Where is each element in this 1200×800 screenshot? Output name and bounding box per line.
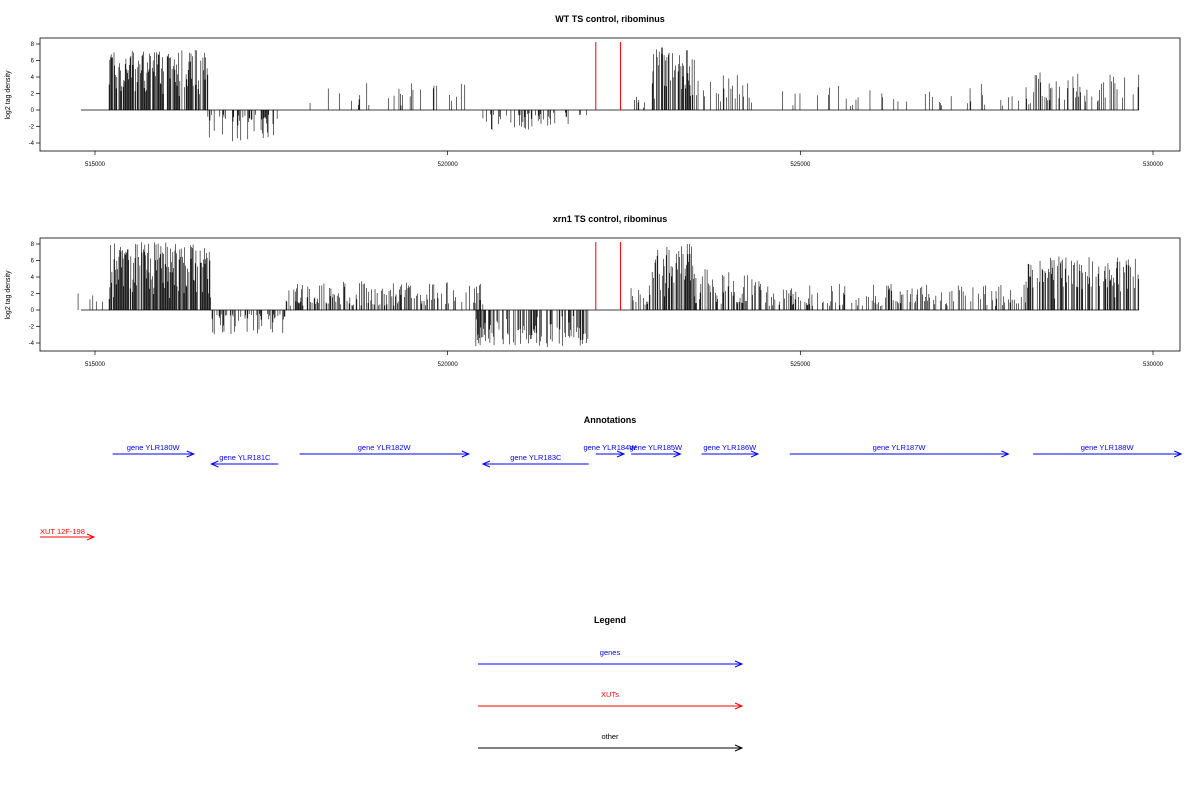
- gene-label: gene YLR187W: [873, 443, 927, 452]
- gene-label: gene YLR184W: [583, 443, 637, 452]
- legend-xut-label: XUTs: [601, 690, 619, 699]
- legend-title: Legend: [594, 615, 626, 625]
- ytick-label: 6: [31, 59, 35, 65]
- gene-label: gene YLR180W: [127, 443, 181, 452]
- panel-xrn1-markers: [595, 242, 621, 310]
- gene-label: gene YLR185W: [629, 443, 683, 452]
- ytick-label: 8: [31, 242, 35, 248]
- ytick-label: 2: [31, 292, 35, 298]
- panel-wt-frame: [39, 37, 1181, 152]
- gene-label: gene YLR183C: [510, 453, 562, 462]
- panel-wt-title: WT TS control, ribominus: [555, 14, 665, 24]
- ytick-label: 0: [31, 308, 35, 314]
- gene-arrow: [631, 450, 682, 458]
- panel-xrn1-bars: [77, 242, 1140, 347]
- xtick-label: 515000: [85, 162, 106, 168]
- ytick-label: 4: [31, 275, 35, 281]
- ytick-label: 2: [31, 92, 35, 98]
- gene-label: gene YLR186W: [703, 443, 757, 452]
- gene-arrow: [701, 450, 760, 458]
- ytick-label: -2: [29, 125, 35, 131]
- xtick-label: 520000: [438, 362, 459, 368]
- gene-label: gene YLR182W: [358, 443, 412, 452]
- xtick-label: 515000: [85, 362, 106, 368]
- gene-arrow: [1033, 450, 1183, 458]
- ytick-label: -2: [29, 325, 35, 331]
- xtick-label: 530000: [1143, 162, 1164, 168]
- legend-gene-label: genes: [600, 648, 621, 657]
- ytick-label: -4: [29, 141, 35, 147]
- panel-xrn1: xrn1 TS control, ribominus log2 tag dens…: [5, 214, 1181, 368]
- ytick-label: 4: [31, 75, 35, 81]
- gene-arrow: [595, 450, 626, 458]
- panel-wt-xaxis: 515000 520000 525000 530000: [85, 151, 1164, 168]
- gene-arrow: [112, 450, 196, 458]
- xtick-label: 525000: [790, 162, 811, 168]
- xtick-label: 530000: [1143, 362, 1164, 368]
- legend: Legend genes XUTs other: [478, 615, 744, 752]
- xut-label: XUT 12F-198: [40, 527, 85, 536]
- gene-arrow: [299, 450, 471, 458]
- gene-annotations: gene YLR180W gene YLR181C gene YLR182W gene…: [112, 443, 1183, 468]
- legend-xut-arrow: [478, 702, 744, 710]
- panel-xrn1-xaxis: 515000 520000 525000 530000: [85, 351, 1164, 368]
- ytick-label: 0: [31, 108, 35, 114]
- panel-wt-ylabel: log2 tag density: [5, 70, 12, 120]
- gene-arrow: [210, 460, 279, 468]
- ytick-label: 8: [31, 42, 35, 48]
- panel-wt-yaxis: -4 -2 0 2 4 6 8: [29, 42, 40, 147]
- legend-gene-arrow: [478, 660, 744, 668]
- xtick-label: 525000: [790, 362, 811, 368]
- annotations-title: Annotations: [584, 415, 637, 425]
- ytick-label: 6: [31, 259, 35, 265]
- panel-wt-bars: [108, 47, 1140, 142]
- panel-xrn1-ylabel: log2 tag density: [5, 270, 12, 320]
- gene-arrow: [481, 460, 589, 468]
- panel-wt: WT TS control, ribominus log2 tag densit…: [5, 14, 1181, 168]
- legend-other-label: other: [601, 732, 619, 741]
- legend-items: genes XUTs other: [478, 648, 744, 752]
- ytick-label: -4: [29, 341, 35, 347]
- panel-wt-markers: [595, 42, 621, 110]
- xtick-label: 520000: [438, 162, 459, 168]
- xut-annotations: XUT 12F-198: [40, 527, 96, 541]
- panel-xrn1-frame: [39, 237, 1181, 352]
- gene-label: gene YLR188W: [1081, 443, 1135, 452]
- panel-xrn1-yaxis: -4 -2 0 2 4 6 8: [29, 242, 40, 347]
- panel-xrn1-title: xrn1 TS control, ribominus: [553, 214, 668, 224]
- xut-arrow: [40, 533, 96, 541]
- gene-label: gene YLR181C: [219, 453, 271, 462]
- legend-other-arrow: [478, 744, 744, 752]
- gene-arrow: [789, 450, 1010, 458]
